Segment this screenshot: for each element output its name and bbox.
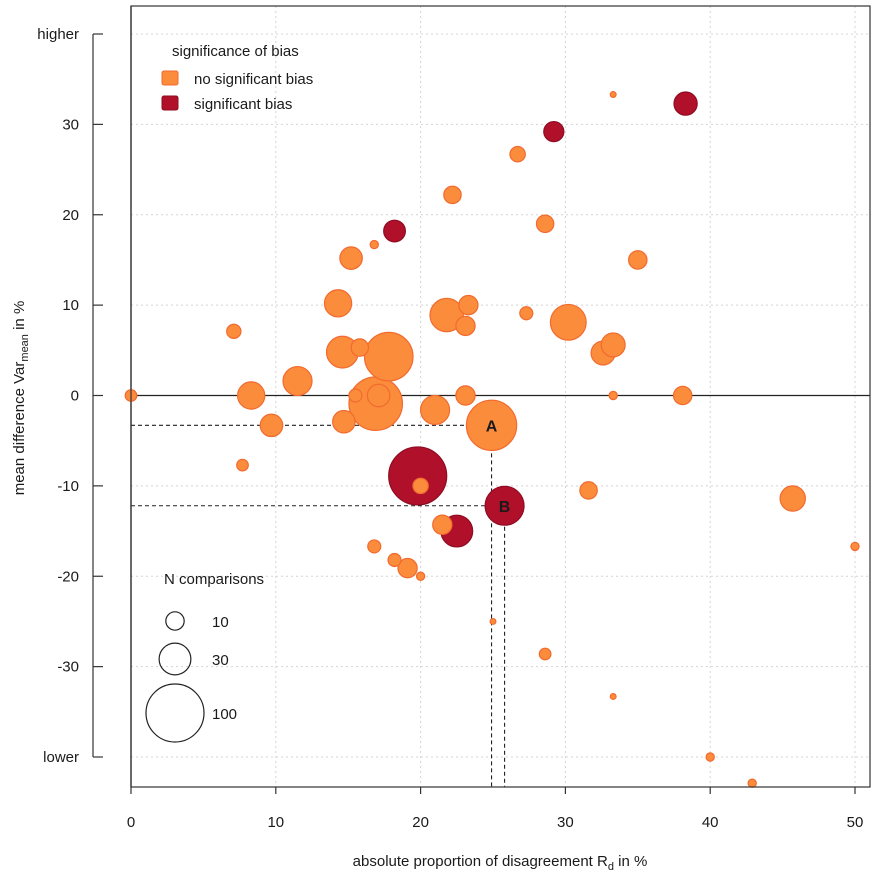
data-point-35 [519, 306, 534, 321]
data-point-43 [600, 332, 626, 358]
data-point-6 [323, 289, 353, 318]
y-tick-label-30: 30 [62, 116, 79, 133]
data-point-22 [415, 571, 426, 581]
size-legend-circle-100 [145, 683, 205, 743]
grid [130, 6, 870, 787]
data-point-50 [747, 778, 757, 788]
data-point-32 [489, 617, 497, 625]
x-tick-label-0: 0 [127, 814, 135, 831]
data-point-25 [429, 297, 464, 333]
data-point-18 [387, 552, 402, 568]
size-legend-circle-10 [165, 611, 185, 631]
data-point-44 [608, 390, 618, 401]
data-point-52 [850, 541, 860, 552]
annotation-B: B [499, 499, 511, 516]
x-axis-title: absolute proportion of disagreement Rd i… [353, 853, 648, 873]
x-axis-title-tail: in % [614, 853, 647, 870]
plot-frame [130, 5, 871, 788]
x-axis-title-main: absolute proportion of disagreement R [353, 853, 608, 870]
data-point-10 [348, 388, 363, 403]
x-axis: 0 10 20 30 40 50 [127, 787, 864, 831]
data-point-47 [672, 385, 693, 406]
legend-label-no-significant-bias: no significant bias [194, 71, 313, 88]
annotation-guides [131, 424, 506, 787]
data-point-48 [673, 91, 698, 116]
size-legend-circle-30 [158, 642, 192, 676]
data-point-3 [236, 381, 266, 410]
data-point-49 [705, 752, 715, 762]
x-tick-label-40: 40 [702, 814, 719, 831]
data-point-4 [259, 413, 284, 438]
legend-label-significant-bias: significant bias [194, 96, 292, 113]
data-point-1 [226, 323, 242, 340]
data-point-19 [397, 557, 418, 579]
size-legend-label-30: 30 [212, 652, 229, 669]
x-tick-label-20: 20 [412, 814, 429, 831]
data-point-34 [509, 145, 526, 163]
data-point-5 [282, 365, 313, 397]
y-axis-title: mean difference Varmean in % [11, 301, 31, 496]
data-bubbles [124, 91, 860, 788]
size-legend-title: N comparisons [164, 571, 264, 588]
legend-swatch-significant-bias [161, 95, 179, 111]
annotation-labels: AB [486, 418, 511, 515]
data-point-11 [350, 338, 370, 357]
data-point-20 [388, 446, 448, 506]
data-point-37 [535, 214, 555, 234]
y-axis-title-main: mean difference Var [11, 362, 28, 496]
data-point-16 [363, 331, 414, 382]
y-tick-label--30: -30 [57, 659, 79, 676]
data-point-12 [369, 239, 379, 250]
y-tick-label-lower: lower [43, 749, 79, 766]
annotation-A: A [486, 418, 498, 435]
data-point-31 [465, 399, 518, 452]
data-point-46 [628, 250, 648, 270]
y-tick-label-10: 10 [62, 297, 79, 314]
x-tick-label-30: 30 [557, 814, 574, 831]
data-point-42 [609, 91, 617, 99]
size-legend: N comparisons 10 30 100 [145, 571, 264, 743]
data-point-39 [549, 303, 587, 341]
data-point-17 [383, 219, 406, 243]
data-point-2 [236, 458, 249, 472]
y-tick-label-20: 20 [62, 207, 79, 224]
y-axis-title-tail: in % [11, 301, 28, 334]
data-point-21 [412, 477, 429, 495]
y-tick-label-0: 0 [71, 388, 79, 405]
data-point-13 [367, 539, 382, 554]
size-legend-label-100: 100 [212, 706, 237, 723]
data-point-8 [332, 409, 356, 434]
y-axis: higher 30 20 10 0 -10 -20 -30 lower [37, 26, 103, 766]
data-point-24 [432, 514, 453, 535]
x-tick-label-50: 50 [847, 814, 864, 831]
y-axis-title-subscript: mean [19, 334, 31, 362]
data-point-15 [366, 383, 391, 408]
data-point-38 [543, 120, 565, 143]
y-tick-label--20: -20 [57, 568, 79, 585]
data-point-36 [538, 647, 552, 661]
data-point-33 [484, 485, 525, 526]
data-point-51 [779, 485, 806, 512]
color-legend: significance of bias no significant bias… [161, 43, 313, 113]
size-legend-label-10: 10 [212, 614, 229, 631]
x-tick-label-10: 10 [267, 814, 284, 831]
data-point-45 [609, 692, 617, 700]
x-axis-title-subscript: d [608, 861, 614, 873]
legend-swatch-no-significant-bias [161, 70, 179, 86]
data-point-30 [458, 294, 479, 316]
y-tick-label-higher: higher [37, 26, 79, 43]
y-tick-label--10: -10 [57, 478, 79, 495]
data-point-28 [455, 385, 476, 406]
data-point-9 [339, 246, 363, 270]
data-point-29 [455, 315, 476, 337]
data-point-40 [579, 481, 598, 500]
data-point-23 [419, 394, 451, 426]
color-legend-title: significance of bias [172, 43, 299, 60]
data-point-26 [443, 185, 462, 205]
